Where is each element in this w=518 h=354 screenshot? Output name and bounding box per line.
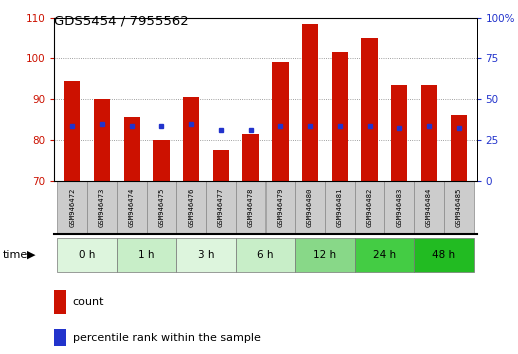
Text: GSM946479: GSM946479 — [277, 187, 283, 227]
FancyBboxPatch shape — [236, 238, 295, 272]
Text: 48 h: 48 h — [433, 250, 455, 260]
FancyBboxPatch shape — [87, 181, 117, 234]
Bar — [64, 81, 80, 181]
Text: count: count — [73, 297, 104, 307]
Bar — [332, 52, 348, 181]
FancyBboxPatch shape — [176, 181, 206, 234]
FancyBboxPatch shape — [117, 238, 176, 272]
Text: GSM946475: GSM946475 — [159, 187, 164, 227]
Bar — [272, 62, 289, 181]
FancyBboxPatch shape — [325, 181, 355, 234]
Bar — [94, 99, 110, 181]
FancyBboxPatch shape — [147, 181, 176, 234]
Text: GSM946483: GSM946483 — [396, 187, 402, 227]
Bar — [421, 85, 437, 181]
FancyBboxPatch shape — [355, 238, 414, 272]
Text: 0 h: 0 h — [79, 250, 95, 260]
FancyBboxPatch shape — [384, 181, 414, 234]
FancyBboxPatch shape — [414, 238, 473, 272]
Text: GSM946476: GSM946476 — [188, 187, 194, 227]
Bar — [213, 150, 229, 181]
FancyBboxPatch shape — [57, 238, 117, 272]
Text: GDS5454 / 7955562: GDS5454 / 7955562 — [54, 14, 189, 27]
FancyBboxPatch shape — [444, 181, 473, 234]
Text: 12 h: 12 h — [313, 250, 337, 260]
Bar — [183, 97, 199, 181]
Text: GSM946484: GSM946484 — [426, 187, 432, 227]
FancyBboxPatch shape — [117, 181, 147, 234]
Text: 24 h: 24 h — [373, 250, 396, 260]
FancyBboxPatch shape — [57, 181, 87, 234]
FancyBboxPatch shape — [206, 181, 236, 234]
FancyBboxPatch shape — [236, 181, 265, 234]
FancyBboxPatch shape — [414, 181, 444, 234]
Bar — [451, 115, 467, 181]
Text: GSM946480: GSM946480 — [307, 187, 313, 227]
Text: GSM946474: GSM946474 — [128, 187, 135, 227]
Text: 6 h: 6 h — [257, 250, 274, 260]
FancyBboxPatch shape — [295, 181, 325, 234]
FancyBboxPatch shape — [176, 238, 236, 272]
Text: GSM946482: GSM946482 — [367, 187, 372, 227]
Bar — [362, 38, 378, 181]
Bar — [242, 134, 259, 181]
Bar — [123, 118, 140, 181]
Bar — [391, 85, 408, 181]
Bar — [54, 290, 66, 314]
FancyBboxPatch shape — [266, 181, 295, 234]
Text: GSM946472: GSM946472 — [69, 187, 75, 227]
Text: GSM946478: GSM946478 — [248, 187, 254, 227]
Text: time: time — [3, 250, 28, 260]
Text: 1 h: 1 h — [138, 250, 155, 260]
Bar — [302, 24, 318, 181]
Text: ▶: ▶ — [27, 250, 35, 260]
Text: percentile rank within the sample: percentile rank within the sample — [73, 333, 261, 343]
Text: GSM946481: GSM946481 — [337, 187, 343, 227]
FancyBboxPatch shape — [355, 181, 384, 234]
Text: 3 h: 3 h — [198, 250, 214, 260]
Text: GSM946473: GSM946473 — [99, 187, 105, 227]
FancyBboxPatch shape — [295, 238, 355, 272]
Text: GSM946485: GSM946485 — [456, 187, 462, 227]
Bar — [54, 329, 66, 346]
Bar — [153, 140, 169, 181]
Text: GSM946477: GSM946477 — [218, 187, 224, 227]
